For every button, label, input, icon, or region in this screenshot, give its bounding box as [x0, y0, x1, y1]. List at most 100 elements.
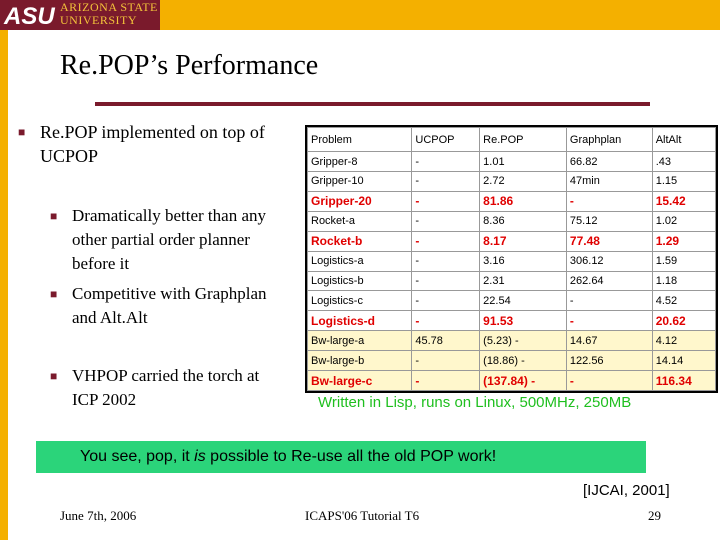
table-cell: Logistics-c [306, 290, 413, 312]
table-cell: 8.17 [479, 230, 567, 252]
table-cell: 116.34 [651, 370, 717, 391]
table-cell: 1.18 [651, 270, 717, 292]
table-cell: 4.12 [651, 330, 717, 352]
table-cell: 2.72 [479, 171, 567, 192]
footer-date: June 7th, 2006 [60, 508, 137, 523]
table-cell: - [411, 250, 481, 272]
table-row: Gripper-10-2.72 47min 1.15 [306, 171, 717, 192]
banner-text-post: possible to Re-use all the old POP work! [205, 448, 497, 465]
slide-title: Re.POP’s Performance [60, 50, 319, 81]
table-cell: 14.14 [651, 350, 717, 372]
table-cell: 22.54 [479, 290, 567, 312]
table-cell: 75.12 [565, 210, 653, 232]
table-cell: - [565, 290, 653, 312]
table-header-row: Problem UCPOP Re.POP Graphplan AltAlt [306, 126, 717, 153]
table-caption: Written in Lisp, runs on Linux, 500MHz, … [318, 394, 632, 411]
table-cell: 1.29 [651, 230, 717, 252]
table-cell: 262.64 [565, 270, 653, 292]
table-cell: Gripper-10 [306, 171, 413, 192]
header-cell: Problem [306, 126, 413, 153]
table-cell: - [411, 270, 481, 292]
table-cell: Bw-large-a [306, 330, 413, 352]
header-cell: Graphplan [565, 126, 653, 153]
banner-text: You see, pop, it is possible to Re-use a… [80, 448, 496, 466]
table-cell: (137.84) - [479, 370, 567, 391]
bullet-sub-2: ■ Competitive with Graphplan and Alt.Alt [50, 282, 282, 330]
table-cell: - [411, 290, 481, 312]
bullet-sub-1: ■ Dramatically better than any other par… [50, 204, 282, 276]
table-cell: 1.59 [651, 250, 717, 272]
table-row: Logistics-c -22.54-4.52 [306, 290, 717, 312]
table-cell: Logistics-a [306, 250, 413, 272]
banner-text-pre: You see, pop, it [80, 448, 195, 465]
table-cell: - [565, 190, 653, 212]
table-cell: Rocket-a [306, 210, 413, 232]
table-cell: 47min [565, 171, 653, 192]
table-row: Rocket-b -8.17 77.48 1.29 [306, 230, 717, 252]
table-row: Bw-large-a 45.78 (5.23) -14.67 4.12 [306, 330, 717, 352]
table-cell: - [411, 350, 481, 372]
header-cell: AltAlt [651, 126, 717, 153]
bullet-square-icon: ■ [50, 209, 58, 223]
table-row: Logistics-b -2.31 262.64 1.18 [306, 270, 717, 292]
title-divider [95, 102, 650, 106]
table-cell: Gripper-8 [306, 151, 413, 172]
table-cell: - [411, 210, 481, 232]
logo-line2: UNIVERSITY [60, 13, 137, 27]
banner-text-emphasis: is [194, 448, 206, 465]
table-cell: - [411, 230, 481, 252]
header-accent [160, 0, 720, 30]
table-cell: 1.02 [651, 210, 717, 232]
table-cell: - [411, 310, 481, 332]
header-bar: ASU ARIZONA STATE UNIVERSITY [0, 0, 720, 30]
table-cell: - [565, 370, 653, 391]
banner-background [36, 441, 646, 473]
logo-line1: ARIZONA STATE [60, 0, 158, 14]
results-table: Problem UCPOP Re.POP Graphplan AltAlt Gr… [306, 126, 717, 391]
table-cell: 66.82 [565, 151, 653, 172]
asu-logo-icon: ASU [3, 3, 55, 29]
table-cell: 306.12 [565, 250, 653, 272]
table-cell: - [411, 151, 481, 172]
performance-table: Problem UCPOP Re.POP Graphplan AltAlt Gr… [305, 125, 718, 393]
table-cell: Gripper-20 [306, 190, 413, 212]
table-cell: Logistics-b [306, 270, 413, 292]
table-cell: Bw-large-b [306, 350, 413, 372]
table-body: Problem UCPOP Re.POP Graphplan AltAlt Gr… [306, 126, 717, 391]
bullet-square-icon: ■ [18, 125, 26, 139]
table-cell: - [411, 171, 481, 192]
table-cell: - [411, 370, 481, 391]
table-row: Gripper-8-1.01 66.82.43 [306, 151, 717, 172]
table-cell: 15.42 [651, 190, 717, 212]
bullet-sub-3: ■ VHPOP carried the torch at ICP 2002 [50, 364, 282, 412]
table-cell: - [411, 190, 481, 212]
table-row: Gripper-20-81.86-15.42 [306, 190, 717, 212]
table-cell: 8.36 [479, 210, 567, 232]
table-cell: 4.52 [651, 290, 717, 312]
table-cell: 77.48 [565, 230, 653, 252]
table-cell: 20.62 [651, 310, 717, 332]
table-cell: 122.56 [565, 350, 653, 372]
bullet-sub-3-text: VHPOP carried the torch at ICP 2002 [72, 366, 260, 409]
table-row: Bw-large-b - (18.86) -122.56 14.14 [306, 350, 717, 372]
bullet-main-1-text: Re.POP implemented on top of UCPOP [40, 122, 265, 166]
table-cell: - [565, 310, 653, 332]
table-cell: 45.78 [411, 330, 481, 352]
bullet-square-icon: ■ [50, 369, 58, 383]
bullet-main-1: ■ Re.POP implemented on top of UCPOP [18, 120, 280, 168]
bullet-sub-2-text: Competitive with Graphplan and Alt.Alt [72, 284, 267, 327]
table-row: Bw-large-c - (137.84) - -116.34 [306, 370, 717, 391]
table-cell: Logistics-d [306, 310, 413, 332]
table-cell: 1.15 [651, 171, 717, 192]
university-logo: ASU ARIZONA STATE UNIVERSITY [0, 0, 160, 30]
citation: [IJCAI, 2001] [583, 482, 670, 499]
table-cell: Rocket-b [306, 230, 413, 252]
page-number: 29 [648, 508, 661, 523]
bullet-sub-1-text: Dramatically better than any other parti… [72, 206, 266, 273]
table-cell: 2.31 [479, 270, 567, 292]
table-cell: Bw-large-c [306, 370, 413, 391]
table-row: Rocket-a -8.36 75.12 1.02 [306, 210, 717, 232]
table-cell: 3.16 [479, 250, 567, 272]
header-cell: UCPOP [411, 126, 481, 153]
table-row: Logistics-a -3.16 306.12 1.59 [306, 250, 717, 272]
